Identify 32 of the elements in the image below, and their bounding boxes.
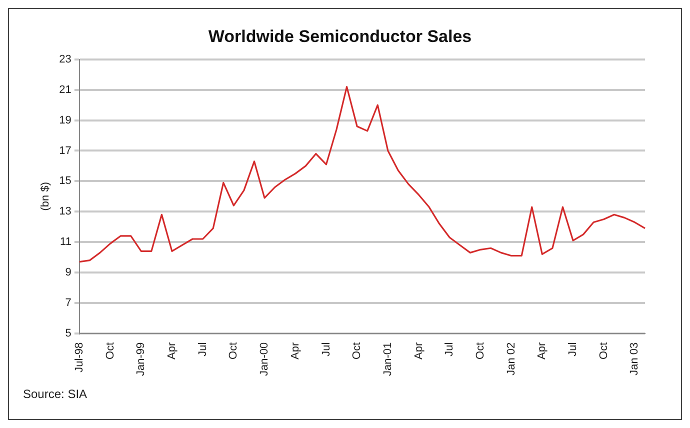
y-tick-label: 15 <box>59 175 72 188</box>
x-tick-label: Oct <box>598 342 610 360</box>
y-tick-label: 9 <box>65 266 72 279</box>
x-tick-label: Apr <box>166 342 178 360</box>
x-tick-label: Jul <box>320 342 332 356</box>
y-tick-label: 7 <box>65 296 72 309</box>
y-axis-title: (bn $) <box>40 182 52 211</box>
x-tick-label: Jan-99 <box>135 342 148 376</box>
source-note: Source: SIA <box>23 387 88 401</box>
x-tick-label: Apr <box>289 342 302 360</box>
x-tick-label: Oct <box>228 342 240 360</box>
x-tick-label: Jul <box>567 342 580 356</box>
y-tick-label: 13 <box>59 206 72 218</box>
y-tick-label: 17 <box>59 144 72 157</box>
y-tick-label: 21 <box>59 84 72 96</box>
x-tick-label: Jul <box>444 342 456 356</box>
x-tick-label: Jul-98 <box>73 342 86 372</box>
x-tick-label: Oct <box>104 342 116 360</box>
x-tick-label: Jan 03 <box>628 342 641 376</box>
x-tick-label: Oct <box>474 342 487 360</box>
x-tick-label: Jan-01 <box>382 342 394 376</box>
y-tick-label: 23 <box>59 53 72 66</box>
x-tick-label: Apr <box>536 342 548 360</box>
y-tick-label: 11 <box>60 236 72 248</box>
y-tick-label: 5 <box>65 327 72 340</box>
x-tick-label: Jul <box>196 342 209 356</box>
x-tick-label: Oct <box>351 342 364 360</box>
x-tick-label: Jan-00 <box>258 342 271 376</box>
chart-title: Worldwide Semiconductor Sales <box>208 26 472 46</box>
x-tick-label: Apr <box>412 342 425 360</box>
y-tick-label: 19 <box>59 114 72 126</box>
x-tick-label: Jan 02 <box>505 342 518 376</box>
